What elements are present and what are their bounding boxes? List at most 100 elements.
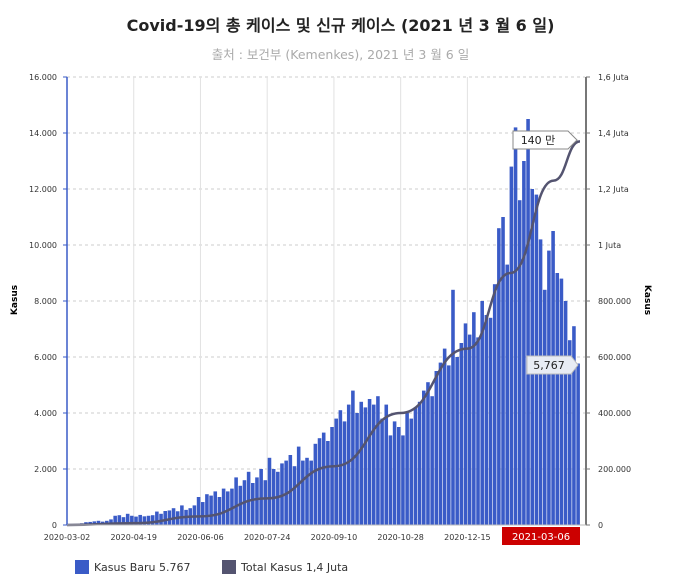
left-tick-label: 14.000 <box>29 129 57 138</box>
new-cases-bar <box>567 340 572 525</box>
total-cases-line <box>66 140 581 527</box>
svg-text:140 만: 140 만 <box>521 134 556 147</box>
new-cases-bar <box>422 390 426 525</box>
total-callout: 140 만 <box>512 130 578 150</box>
new-cases-bar <box>326 441 330 525</box>
new-cases-bar <box>480 301 484 525</box>
new-cases-bar <box>255 477 259 525</box>
new-cases-bar <box>572 326 576 525</box>
new-cases-bar <box>317 438 322 525</box>
new-cases-bar <box>434 371 439 525</box>
new-cases-bar <box>517 200 522 525</box>
x-tick-label: 2020-10-28 <box>377 533 424 542</box>
new-cases-bar <box>213 491 218 525</box>
new-cases-bar <box>459 343 464 525</box>
new-cases-bar <box>342 421 347 525</box>
new-cases-bar <box>401 435 405 525</box>
right-tick-label: 800.000 <box>598 297 631 306</box>
new-cases-bar <box>501 217 505 525</box>
new-cases-bar <box>96 520 101 525</box>
new-cases-bar <box>513 127 518 526</box>
new-cases-bar <box>551 231 555 525</box>
new-cases-bar <box>472 312 476 525</box>
new-cases-bar <box>522 161 526 525</box>
new-cases-bar <box>338 410 343 525</box>
new-cases-bar <box>438 362 443 525</box>
legend-item-new-cases[interactable]: Kasus Baru 5.767 <box>75 560 190 574</box>
new-cases-bar <box>180 505 184 525</box>
new-cases-bar <box>497 228 501 525</box>
x-tick-label: 2020-07-24 <box>244 533 291 542</box>
new-cases-bar <box>321 432 326 525</box>
left-tick-label: 0 <box>52 521 57 530</box>
new-cases-bar <box>234 477 238 525</box>
legend-item-total-cases[interactable]: Total Kasus 1,4 Juta <box>222 560 348 574</box>
new-cases-bar <box>542 289 547 525</box>
new-cases-bar <box>463 323 468 525</box>
new-cases-bar <box>396 427 401 525</box>
new-cases-bar <box>230 488 234 525</box>
new-cases-bar <box>405 413 409 525</box>
new-cases-callout: 5,767 <box>526 355 579 375</box>
new-cases-bar <box>200 502 205 525</box>
new-cases-bar <box>538 239 543 525</box>
new-cases-bar <box>125 513 130 525</box>
new-cases-bar <box>492 284 497 525</box>
new-cases-bar <box>505 264 509 525</box>
new-cases-bar <box>305 457 309 525</box>
legend-label: Total Kasus <box>241 560 303 574</box>
new-cases-bar <box>442 348 447 525</box>
chart-subtitle: 출처 : 보건부 (Kemenkes), 2021 년 3 월 6 일 <box>211 47 470 62</box>
legend-swatch <box>75 560 89 574</box>
new-cases-bar <box>155 511 159 525</box>
right-axis-title: Kasus <box>642 285 652 315</box>
new-cases-bar <box>413 407 418 525</box>
new-cases-bar <box>159 513 163 525</box>
new-cases-bar <box>146 515 151 525</box>
legend-value: 1,4 Juta <box>305 560 349 574</box>
new-cases-bar <box>359 401 364 525</box>
new-cases-bar <box>259 469 263 525</box>
new-cases-bar <box>430 396 434 525</box>
left-tick-label: 10.000 <box>29 241 57 250</box>
right-tick-label: 1 Juta <box>598 241 621 250</box>
new-cases-bar <box>447 365 451 525</box>
x-highlight-box <box>502 527 580 545</box>
left-axis-title: Kasus <box>10 285 20 315</box>
new-cases-bar <box>380 418 384 525</box>
left-tick-label: 6.000 <box>34 353 57 362</box>
new-cases-bar <box>547 250 551 525</box>
x-tick-label: 2020-06-06 <box>177 533 224 542</box>
right-tick-label: 1,4 Juta <box>598 129 629 138</box>
new-cases-bar <box>371 404 376 525</box>
svg-text:5,767: 5,767 <box>533 359 565 372</box>
new-cases-bar <box>292 466 297 525</box>
new-cases-bar <box>209 495 213 525</box>
legend-value: 5.767 <box>158 560 191 574</box>
legend-swatch <box>222 560 236 574</box>
new-cases-bar <box>409 418 414 525</box>
new-cases-bar <box>246 471 251 525</box>
new-cases-bar <box>484 315 489 525</box>
new-cases-bar <box>134 516 138 525</box>
new-cases-bar <box>355 413 359 525</box>
left-tick-label: 8.000 <box>34 297 57 306</box>
new-cases-bar <box>467 334 472 525</box>
new-cases-bar <box>296 446 301 525</box>
new-cases-bar <box>225 491 230 525</box>
new-cases-bar <box>376 396 380 525</box>
new-cases-bar <box>455 357 459 525</box>
new-cases-bar <box>309 460 313 525</box>
new-cases-bar <box>221 488 226 525</box>
new-cases-bar <box>251 483 255 525</box>
x-tick-label: 2020-12-15 <box>444 533 491 542</box>
new-cases-bar <box>576 363 580 525</box>
new-cases-bar <box>426 382 430 525</box>
right-tick-label: 0 <box>598 521 603 530</box>
new-cases-bar <box>205 494 209 525</box>
new-cases-bar <box>451 289 455 525</box>
new-cases-bar <box>509 166 514 525</box>
new-cases-bar <box>150 515 155 525</box>
